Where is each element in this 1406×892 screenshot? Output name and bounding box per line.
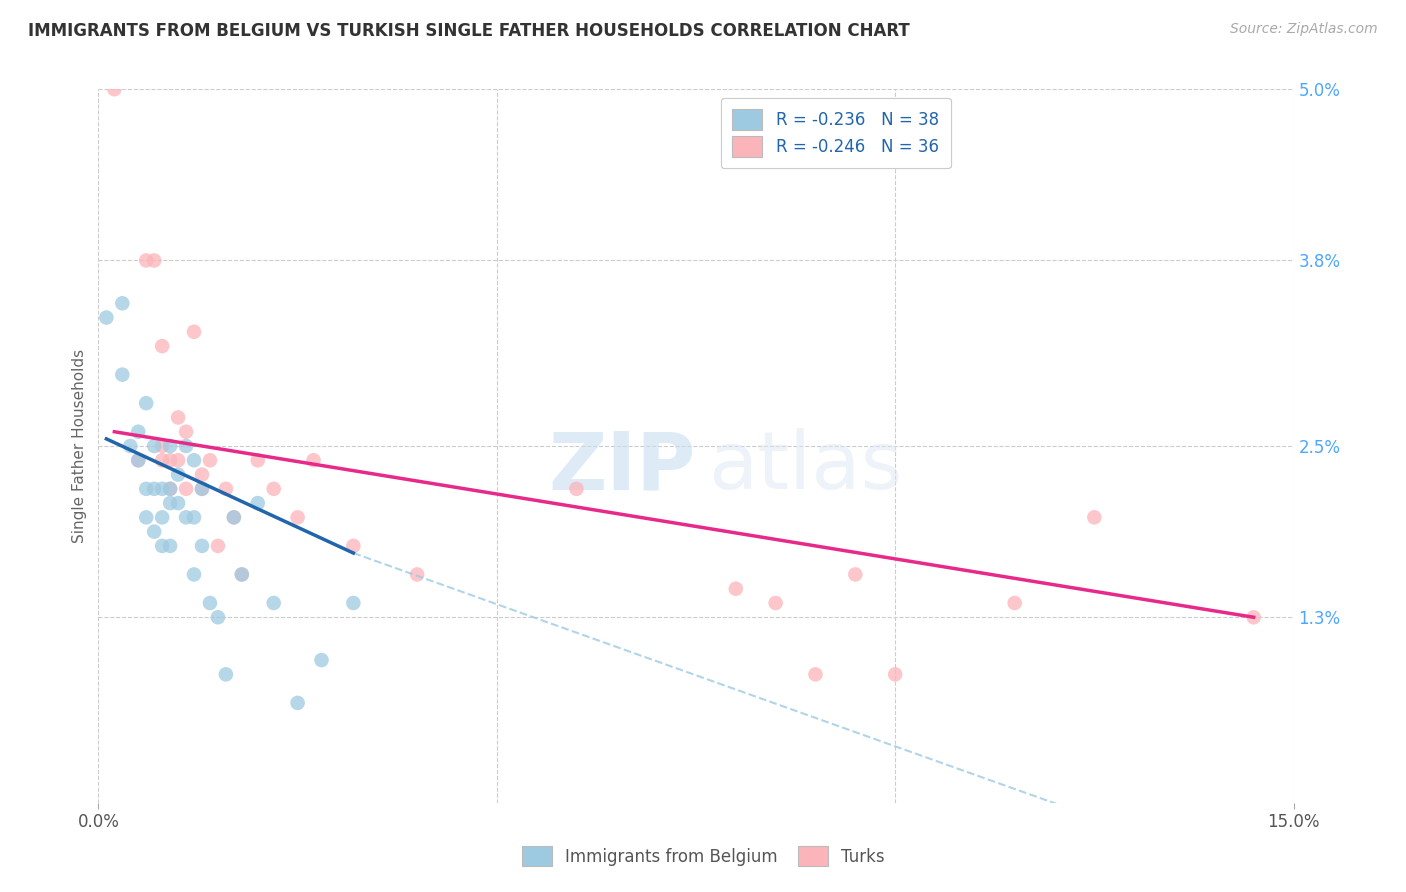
Point (174, 482, 197, 496)
Point (342, 596, 364, 610)
Y-axis label: Single Father Households: Single Father Households (72, 349, 87, 543)
Point (1243, 610, 1265, 624)
Text: atlas: atlas (709, 428, 903, 507)
Point (231, 567, 253, 582)
Point (311, 653, 333, 667)
Point (207, 539, 229, 553)
Point (127, 453, 149, 467)
Point (191, 482, 214, 496)
Point (159, 482, 181, 496)
Point (263, 596, 285, 610)
Point (135, 396, 157, 410)
Point (150, 339, 173, 353)
Point (884, 667, 907, 681)
Point (342, 539, 364, 553)
Point (96, 310, 118, 325)
Point (191, 482, 214, 496)
Point (231, 567, 253, 582)
Point (167, 496, 190, 510)
Point (159, 439, 181, 453)
Point (159, 539, 181, 553)
Point (127, 453, 149, 467)
Point (150, 439, 173, 453)
Point (143, 482, 166, 496)
Point (167, 410, 190, 425)
Text: ZIP: ZIP (548, 428, 696, 507)
Point (406, 567, 429, 582)
Point (159, 496, 181, 510)
Point (1083, 510, 1105, 524)
Point (174, 510, 197, 524)
Point (183, 453, 205, 467)
Point (246, 496, 269, 510)
Point (120, 439, 142, 453)
Point (565, 482, 588, 496)
Point (183, 325, 205, 339)
Text: IMMIGRANTS FROM BELGIUM VS TURKISH SINGLE FATHER HOUSEHOLDS CORRELATION CHART: IMMIGRANTS FROM BELGIUM VS TURKISH SINGL… (28, 22, 910, 40)
Point (167, 453, 190, 467)
Point (150, 453, 173, 467)
Legend: Immigrants from Belgium, Turks: Immigrants from Belgium, Turks (513, 838, 893, 875)
Point (287, 510, 309, 524)
Point (127, 425, 149, 439)
Point (198, 596, 221, 610)
Point (222, 510, 245, 524)
Point (150, 510, 173, 524)
Point (765, 596, 787, 610)
Point (159, 453, 181, 467)
Point (111, 368, 134, 382)
Point (804, 667, 827, 681)
Point (844, 567, 866, 582)
Point (167, 467, 190, 482)
Point (135, 510, 157, 524)
Point (183, 510, 205, 524)
Point (174, 425, 197, 439)
Point (191, 539, 214, 553)
Point (198, 453, 221, 467)
Point (159, 482, 181, 496)
Point (143, 253, 166, 268)
Point (215, 482, 238, 496)
Point (215, 667, 238, 681)
Legend: R = -0.236   N = 38, R = -0.246   N = 36: R = -0.236 N = 38, R = -0.246 N = 36 (721, 97, 950, 169)
Text: Source: ZipAtlas.com: Source: ZipAtlas.com (1230, 22, 1378, 37)
Point (174, 439, 197, 453)
Point (111, 296, 134, 310)
Point (183, 567, 205, 582)
Point (135, 482, 157, 496)
Point (135, 253, 157, 268)
Point (724, 582, 747, 596)
Point (143, 439, 166, 453)
Point (302, 453, 325, 467)
Point (191, 467, 214, 482)
Point (287, 696, 309, 710)
Point (150, 482, 173, 496)
Point (246, 453, 269, 467)
Point (143, 524, 166, 539)
Point (1004, 596, 1026, 610)
Point (207, 610, 229, 624)
Point (222, 510, 245, 524)
Point (103, 82, 125, 96)
Point (263, 482, 285, 496)
Point (150, 539, 173, 553)
